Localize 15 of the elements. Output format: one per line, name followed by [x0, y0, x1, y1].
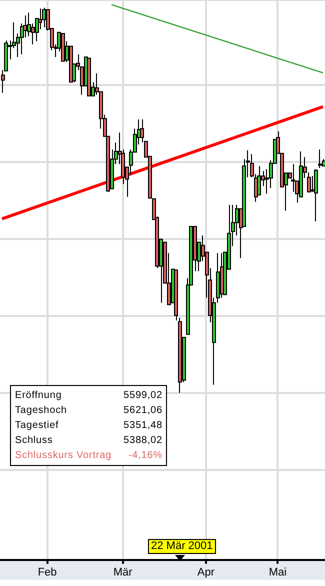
text: 5388,02: [122, 434, 162, 448]
text: 5351,48: [122, 419, 162, 433]
text: Tagestief: [15, 419, 60, 433]
text: Tageshoch: [15, 404, 68, 418]
text: Schlusskurs Vortrag: [15, 449, 112, 463]
x-tick-label: Mai: [268, 566, 287, 578]
text: Schluss: [15, 434, 54, 448]
annotation: Eröffnung: [15, 389, 63, 403]
x-tick-label: Mär: [113, 566, 133, 578]
x-tick-label: Apr: [197, 566, 215, 578]
text: 22 Mär 2001: [148, 539, 216, 554]
text: -4,16%: [127, 449, 162, 463]
x-tick-label: Feb: [38, 566, 57, 578]
annotation: 5599,02: [122, 389, 162, 403]
text: 5621,06: [122, 404, 162, 418]
